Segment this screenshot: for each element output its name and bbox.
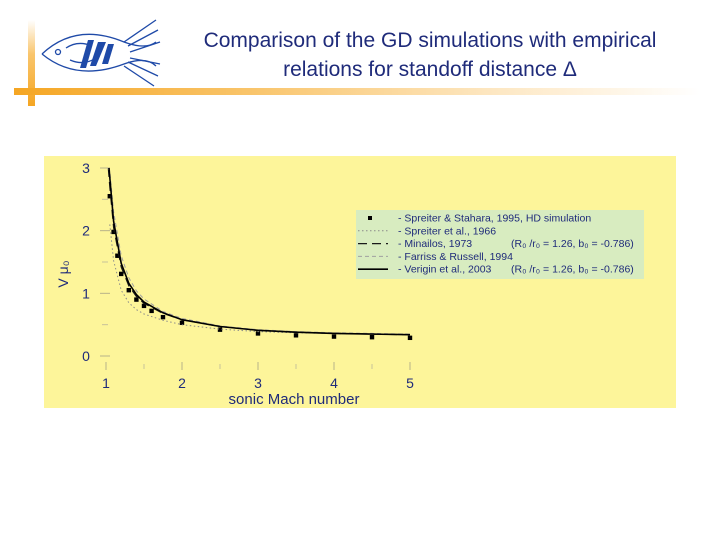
y-tick-label: 0: [82, 348, 90, 364]
data-point: [111, 229, 116, 235]
legend-entry: - Spreiter et al., 1966: [398, 225, 496, 237]
header-accent-bar: [14, 88, 700, 95]
legend-entry-params: (R₀ /r₀ = 1.26, b₀ = -0.786): [511, 238, 634, 250]
x-tick-label: 3: [254, 375, 262, 391]
y-axis-label: V μ₀: [55, 260, 71, 287]
legend-entry: - Verigin et al., 2003: [398, 264, 492, 276]
y-tick-label: 1: [82, 285, 90, 301]
legend-entry-params: (R₀ /r₀ = 1.26, b₀ = -0.786): [511, 264, 634, 276]
fish-emblem-logo: [41, 19, 161, 87]
data-point: [126, 288, 131, 293]
legend-entry: - Minailos, 1973: [398, 238, 472, 250]
slide-title-line-2: relations for standoff distance Δ: [283, 58, 577, 81]
header-vertical-accent: [28, 20, 35, 106]
x-tick-label: 2: [178, 375, 186, 391]
data-point: [331, 334, 337, 339]
series-2-line: [109, 224, 410, 335]
data-point: [217, 327, 223, 332]
data-point: [149, 308, 154, 314]
x-tick-label: 1: [102, 375, 110, 391]
legend-entry: - Farriss & Russell, 1994: [398, 251, 513, 263]
data-point: [160, 314, 166, 320]
plot-background: [44, 156, 676, 408]
data-point: [369, 335, 375, 340]
legend-box: [356, 210, 644, 279]
slide-title-line-1: Comparison of the GD simulations with em…: [203, 29, 657, 52]
x-axis-label: sonic Mach number: [229, 391, 360, 408]
data-point: [134, 297, 139, 302]
data-point: [141, 303, 147, 309]
data-point: [115, 253, 120, 258]
data-point: [179, 320, 185, 325]
data-point: [119, 271, 124, 277]
slide-title: Comparison of the GD simulations with em…: [160, 26, 700, 84]
series-5-line: [108, 167, 411, 336]
data-point: [255, 331, 261, 336]
series-1-markers: [107, 194, 413, 341]
data-point: [107, 194, 112, 199]
x-tick-label: 5: [406, 375, 414, 391]
x-tick-label: 4: [330, 375, 338, 391]
legend-entry: - Spreiter & Stahara, 1995, HD simulatio…: [398, 213, 591, 225]
data-point: [293, 333, 299, 338]
y-tick-label: 2: [82, 223, 90, 239]
data-point: [407, 335, 413, 341]
y-tick-label: 3: [82, 160, 90, 176]
legend-swatch: [368, 216, 372, 220]
